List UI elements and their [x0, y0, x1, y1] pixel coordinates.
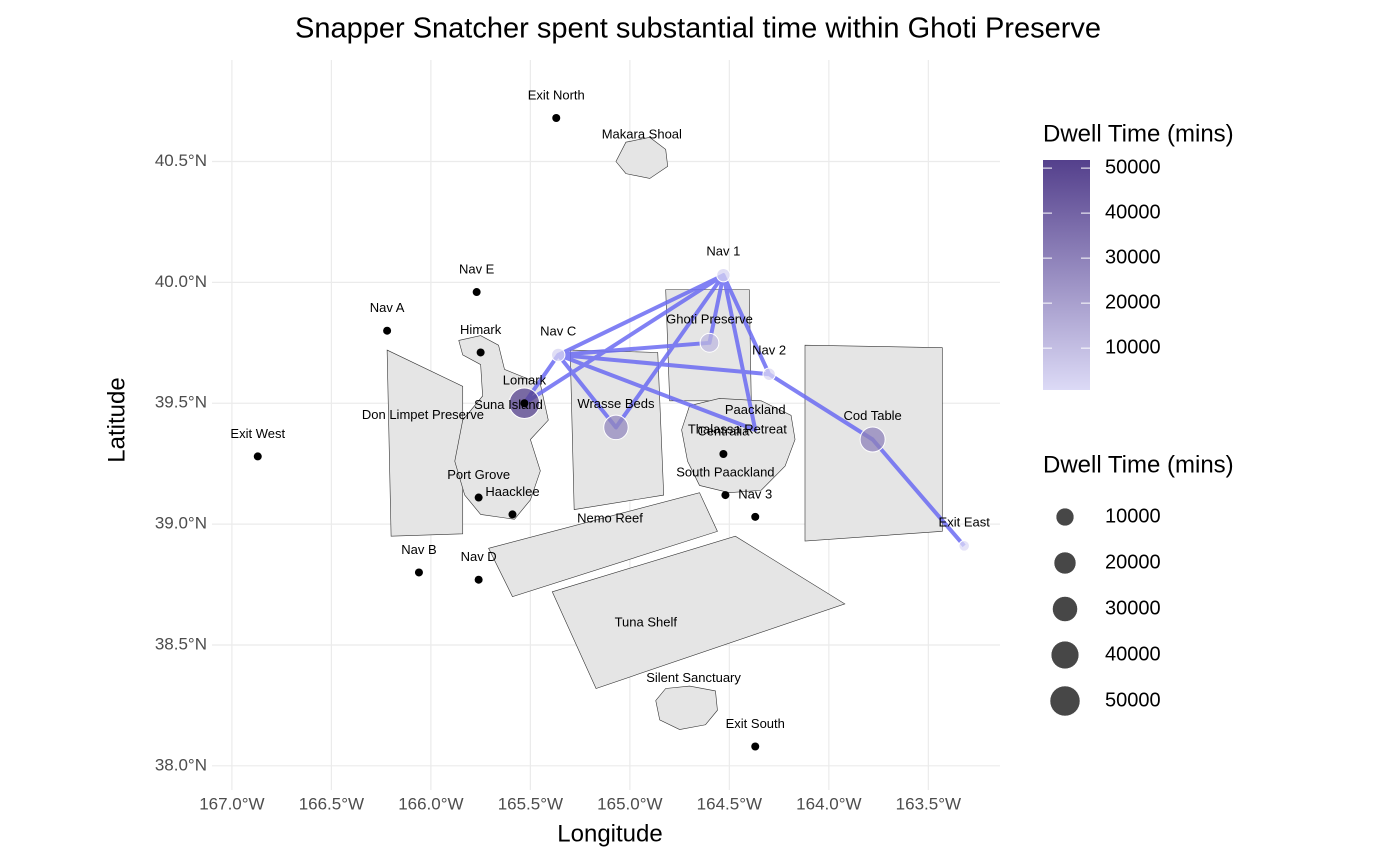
y-tick-label: 40.5°N: [155, 151, 207, 170]
size-legend-key: [1053, 551, 1077, 575]
location-label: Haacklee: [485, 484, 539, 499]
location-point: [508, 510, 517, 519]
dwell-point: [716, 267, 731, 283]
dwell-point: [859, 426, 886, 453]
region: [488, 492, 718, 597]
color-legend-label: 50000: [1105, 156, 1161, 178]
x-tick-label: 163.5°W: [896, 794, 961, 813]
location-point: [719, 450, 728, 459]
location-point: [751, 512, 760, 521]
x-tick-label: 165.0°W: [597, 794, 662, 813]
region-label: Thalassa Retreat: [688, 421, 787, 436]
y-tick-label: 40.0°N: [155, 272, 207, 291]
size-legend-label: 50000: [1105, 689, 1161, 711]
region: [681, 398, 796, 493]
size-legend-label: 20000: [1105, 551, 1161, 573]
color-legend-label: 40000: [1105, 201, 1161, 223]
location-label: Nav 2: [752, 343, 786, 358]
location-label: Exit East: [939, 514, 991, 529]
location-point: [474, 575, 483, 584]
location-label: Lomark: [503, 373, 547, 388]
color-legend-label: 10000: [1105, 336, 1161, 358]
size-legend-key: [1050, 640, 1080, 670]
size-legend-label: 40000: [1105, 643, 1161, 665]
location-label: Nav 3: [738, 486, 772, 501]
location-label: Nav B: [401, 542, 436, 557]
x-axis-title: Longitude: [557, 820, 662, 847]
x-tick-label: 167.0°W: [199, 794, 264, 813]
location-label: Exit South: [726, 716, 785, 731]
location-label: Nav E: [459, 261, 495, 276]
x-tick-label: 166.5°W: [299, 794, 364, 813]
y-axis-title: Latitude: [103, 377, 130, 462]
location-label: Cod Table: [843, 408, 901, 423]
size-legend-key: [1049, 685, 1081, 717]
location-label: Nav C: [540, 323, 576, 338]
size-legend-key: [1055, 507, 1075, 527]
location-label: Nav A: [370, 300, 405, 315]
location-label: Nav D: [461, 549, 497, 564]
location-point: [383, 326, 392, 335]
location-point: [476, 348, 485, 357]
dwell-point: [699, 332, 720, 353]
x-tick-label: 164.0°W: [796, 794, 861, 813]
region: [454, 335, 549, 520]
x-tick-label: 165.5°W: [498, 794, 563, 813]
location-point: [472, 288, 481, 297]
location-point: [751, 742, 760, 751]
region-label: Nemo Reef: [577, 511, 643, 526]
location-point: [414, 568, 423, 577]
dwell-point: [762, 367, 776, 381]
dwell-point: [958, 540, 970, 552]
size-legend-title: Dwell Time (mins): [1043, 451, 1234, 478]
region-label: Don Limpet Preserve: [362, 407, 484, 422]
location-label: Port Grove: [447, 467, 510, 482]
size-legend-label: 30000: [1105, 597, 1161, 619]
location-label: South Paackland: [676, 465, 774, 480]
location-label: Exit West: [230, 426, 285, 441]
y-tick-label: 38.0°N: [155, 755, 207, 774]
y-tick-label: 39.0°N: [155, 514, 207, 533]
y-tick-label: 38.5°N: [155, 634, 207, 653]
color-bar: [1043, 160, 1090, 390]
location-label: Ghoti Preserve: [666, 311, 753, 326]
size-legend-label: 10000: [1105, 505, 1161, 527]
region: [615, 137, 669, 179]
region-label: Silent Sanctuary: [646, 670, 741, 685]
color-legend-title: Dwell Time (mins): [1043, 120, 1234, 147]
dwell-point: [603, 414, 629, 441]
location-label: Nav 1: [706, 244, 740, 259]
size-legend-key: [1052, 596, 1078, 622]
region-label: Paackland: [725, 402, 786, 417]
y-tick-label: 39.5°N: [155, 393, 207, 412]
location-point: [721, 491, 730, 500]
dwell-point: [551, 347, 566, 363]
x-tick-label: 164.5°W: [697, 794, 762, 813]
color-legend-label: 20000: [1105, 291, 1161, 313]
location-label: Exit North: [528, 87, 585, 102]
region: [551, 535, 846, 689]
region-label: Tuna Shelf: [615, 615, 678, 630]
x-tick-label: 166.0°W: [398, 794, 463, 813]
region: [655, 685, 718, 730]
location-point: [552, 114, 561, 123]
track: [522, 273, 966, 548]
location-point: [520, 399, 529, 408]
region-label: Makara Shoal: [602, 126, 682, 141]
location-label: Centralia: [697, 423, 750, 438]
region-label: Suna Island: [474, 397, 543, 412]
location-label: Himark: [460, 322, 502, 337]
color-legend-label: 30000: [1105, 246, 1161, 268]
region: [386, 349, 464, 537]
location-label: Wrasse Beds: [577, 396, 655, 411]
chart-title: Snapper Snatcher spent substantial time …: [295, 13, 1101, 45]
location-point: [253, 452, 262, 461]
location-point: [474, 493, 483, 502]
